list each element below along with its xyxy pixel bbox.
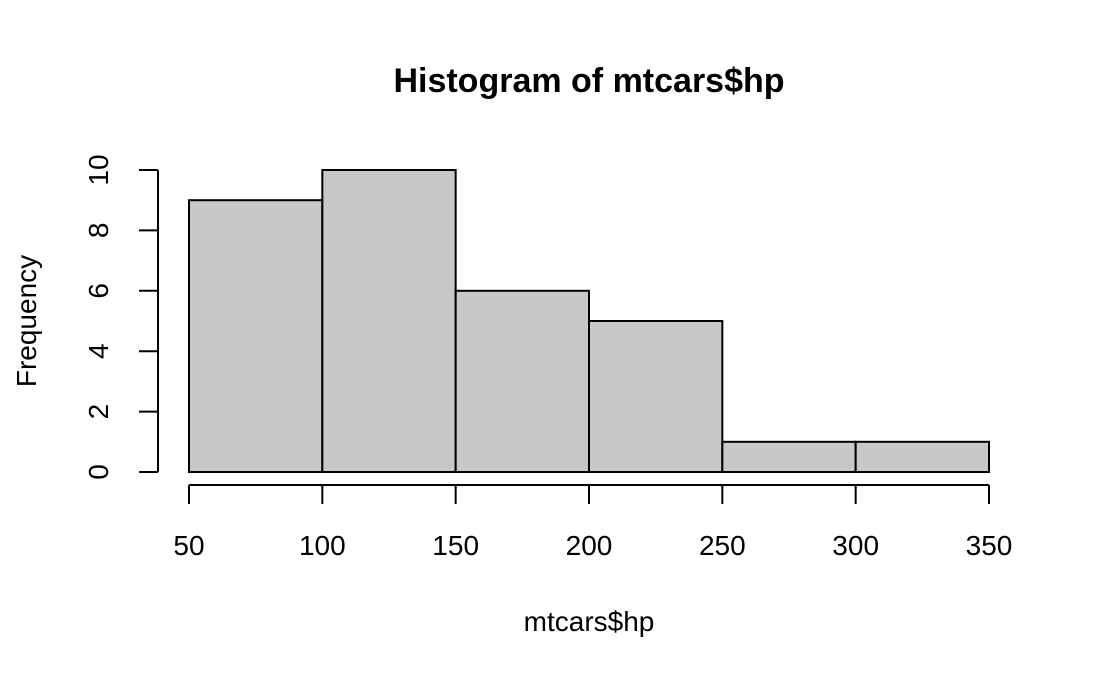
histogram-bar-4 [588, 320, 724, 473]
y-tick-label-0: 0 [83, 464, 114, 480]
x-axis-label: mtcars$hp [524, 606, 655, 637]
histogram-bar-3 [454, 289, 590, 473]
y-tick-label-4: 4 [83, 343, 114, 359]
y-axis-label: Frequency [11, 255, 42, 387]
y-tick-label-8: 8 [83, 223, 114, 239]
histogram-bar-2 [321, 169, 457, 473]
x-tick-label-250: 250 [699, 530, 746, 561]
y-tick-label-6: 6 [83, 283, 114, 299]
x-axis: 50 100 150 200 250 300 350 [173, 484, 1013, 561]
histogram-bar-6 [854, 440, 991, 473]
x-tick-label-100: 100 [299, 530, 346, 561]
bars-group [188, 169, 991, 473]
x-tick-label-150: 150 [432, 530, 479, 561]
x-tick-label-350: 350 [966, 530, 1013, 561]
y-tick-label-10: 10 [83, 154, 114, 185]
y-tick-label-2: 2 [83, 404, 114, 420]
x-tick-label-200: 200 [566, 530, 613, 561]
x-tick-label-300: 300 [832, 530, 879, 561]
histogram-bar-5 [721, 440, 857, 473]
histogram-bar-1 [188, 199, 324, 473]
chart-title: Histogram of mtcars$hp [393, 62, 784, 100]
x-tick-label-50: 50 [173, 530, 204, 561]
y-axis: 0 2 4 6 8 10 [83, 154, 159, 480]
